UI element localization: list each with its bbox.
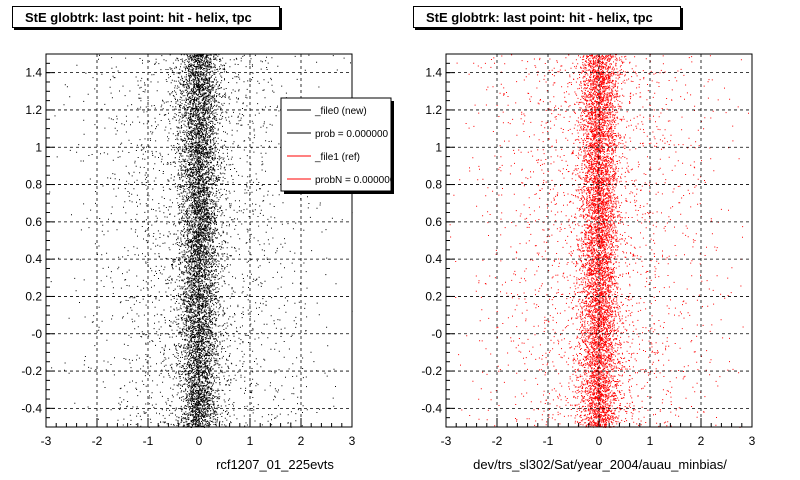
x-axis-label: dev/trs_sl302/Sat/year_2004/auau_minbias…: [473, 457, 727, 472]
legend-box: [280, 97, 392, 192]
x-tick-label: -3: [41, 434, 52, 448]
y-tick-label: 1.4: [425, 66, 442, 80]
y-tick-label: 0.8: [425, 178, 442, 192]
legend-entry-label: probN = 0.000000: [315, 175, 396, 186]
left-chart-title: StE globtrk: last point: hit - helix, tp…: [12, 6, 280, 28]
y-tick-label: 0.6: [25, 215, 42, 229]
x-tick-label: 0: [596, 434, 603, 448]
y-tick-label: -0.2: [421, 364, 442, 378]
chart-panel-1: -3 -2 -1 0 1 2 3 -0.4 -0.2 -0 0.2 0.4 0.6 0.8 1 1.2 1.4 d…: [421, 53, 756, 472]
x-tick-label: 3: [349, 434, 356, 448]
x-tick-label: -2: [92, 434, 103, 448]
x-axis-label: rcf1207_01_225evts: [216, 457, 334, 472]
y-tick-label: 0.6: [425, 215, 442, 229]
x-tick-label: -2: [492, 434, 503, 448]
x-tick-label: 1: [247, 434, 254, 448]
y-tick-label: 1.2: [25, 103, 42, 117]
x-tick-label: -3: [441, 434, 452, 448]
y-tick-label: -0: [431, 327, 442, 341]
y-tick-label: 1.2: [425, 103, 442, 117]
scatter-series: [49, 54, 353, 428]
scatter-points: [447, 54, 749, 428]
legend-entry-label: prob = 0.000000: [315, 129, 389, 140]
legend-entry-label: _file1 (ref): [314, 152, 360, 163]
x-tick-label: 1: [647, 434, 654, 448]
y-tick-label: 0.2: [25, 289, 42, 303]
y-tick-label: -0: [31, 327, 42, 341]
y-tick-label: 0.4: [425, 252, 442, 266]
y-tick-label: -0.4: [21, 401, 42, 415]
y-tick-label: 1: [435, 140, 442, 154]
x-tick-label: 2: [698, 434, 705, 448]
y-tick-label: -0.4: [421, 401, 442, 415]
y-tick-label: 0.2: [425, 289, 442, 303]
x-tick-label: -1: [143, 434, 154, 448]
x-tick-label: 2: [298, 434, 305, 448]
scatter-series: [447, 54, 749, 428]
y-tick-label: 1.4: [25, 66, 42, 80]
y-tick-label: -0.2: [21, 364, 42, 378]
y-tick-label: 1: [35, 140, 42, 154]
legend-entry-label: _file0 (new): [314, 106, 367, 117]
x-tick-label: 0: [196, 434, 203, 448]
x-tick-label: 3: [749, 434, 756, 448]
scatter-points: [49, 54, 353, 428]
y-tick-label: 0.4: [25, 252, 42, 266]
x-tick-label: -1: [543, 434, 554, 448]
legend: _file0 (new) prob = 0.000000 _file1 (ref) p…: [280, 97, 396, 194]
y-tick-label: 0.8: [25, 178, 42, 192]
right-chart-title: StE globtrk: last point: hit - helix, tp…: [413, 6, 681, 28]
